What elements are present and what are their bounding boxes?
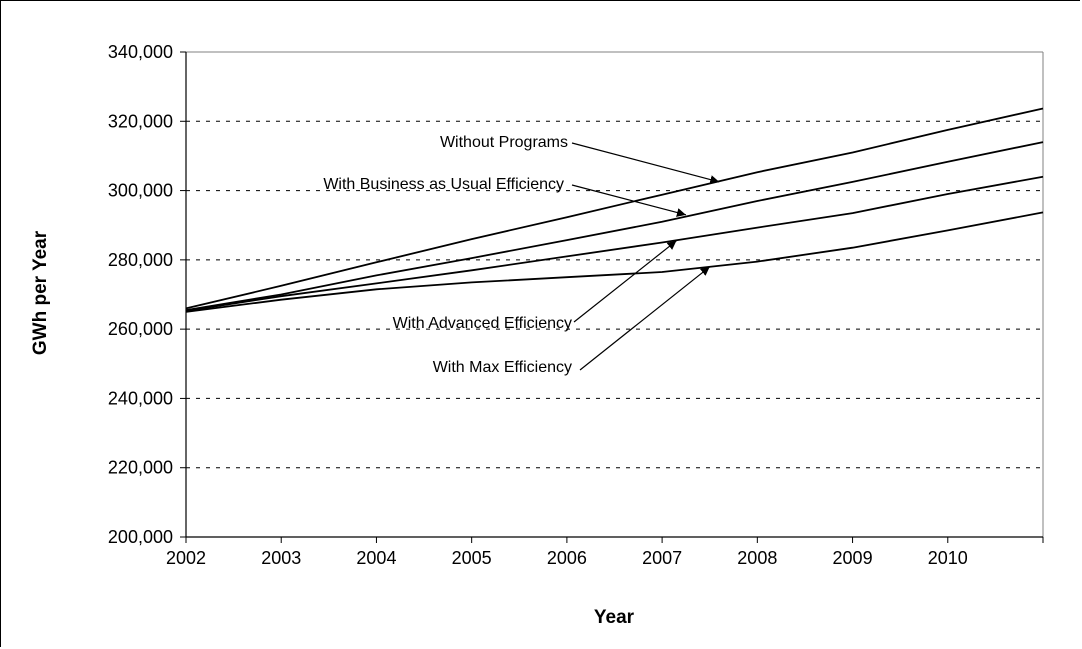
y-tick-label: 340,000	[108, 42, 173, 62]
gridlines	[186, 120, 1043, 469]
axes	[180, 51, 1044, 543]
series-line-2	[185, 175, 1044, 312]
annotation-arrow	[571, 142, 720, 184]
y-axis-title: GWh per Year	[30, 230, 51, 355]
x-tick-label: 2008	[737, 548, 777, 568]
x-tick-label: 2010	[928, 548, 968, 568]
x-tick-label: 2004	[356, 548, 396, 568]
annotation-arrow	[571, 184, 687, 217]
y-tick-label: 200,000	[108, 527, 173, 547]
series-line-1	[185, 141, 1044, 311]
annotation-label: With Business as Usual Efficiency	[323, 176, 564, 193]
x-tick-label: 2007	[642, 548, 682, 568]
x-tick-label: 2002	[166, 548, 206, 568]
x-axis-title: Year	[594, 607, 635, 628]
series-line-3	[185, 211, 1044, 313]
annotation-label: With Max Efficiency	[433, 359, 572, 376]
annotation-arrow	[579, 266, 711, 371]
y-tick-label: 280,000	[108, 250, 173, 270]
series-lines	[185, 107, 1044, 313]
y-tick-label: 320,000	[108, 111, 173, 131]
tick-labels: 200,000 220,000 240,000 260,000 280,000 300,0…	[108, 42, 968, 568]
x-tick-label: 2003	[261, 548, 301, 568]
y-tick-label: 260,000	[108, 319, 173, 339]
annotation-arrow	[573, 240, 677, 323]
y-tick-label: 300,000	[108, 181, 173, 201]
annotation-label: With Advanced Efficiency	[393, 315, 572, 332]
y-tick-label: 240,000	[108, 388, 173, 408]
annotation-label: Without Programs	[440, 134, 568, 151]
x-tick-label: 2005	[452, 548, 492, 568]
x-tick-label: 2006	[547, 548, 587, 568]
x-tick-label: 2009	[833, 548, 873, 568]
annotations: Without Programs With Business as Usual E…	[323, 134, 720, 376]
series-line-0	[185, 107, 1044, 310]
y-tick-label: 220,000	[108, 458, 173, 478]
